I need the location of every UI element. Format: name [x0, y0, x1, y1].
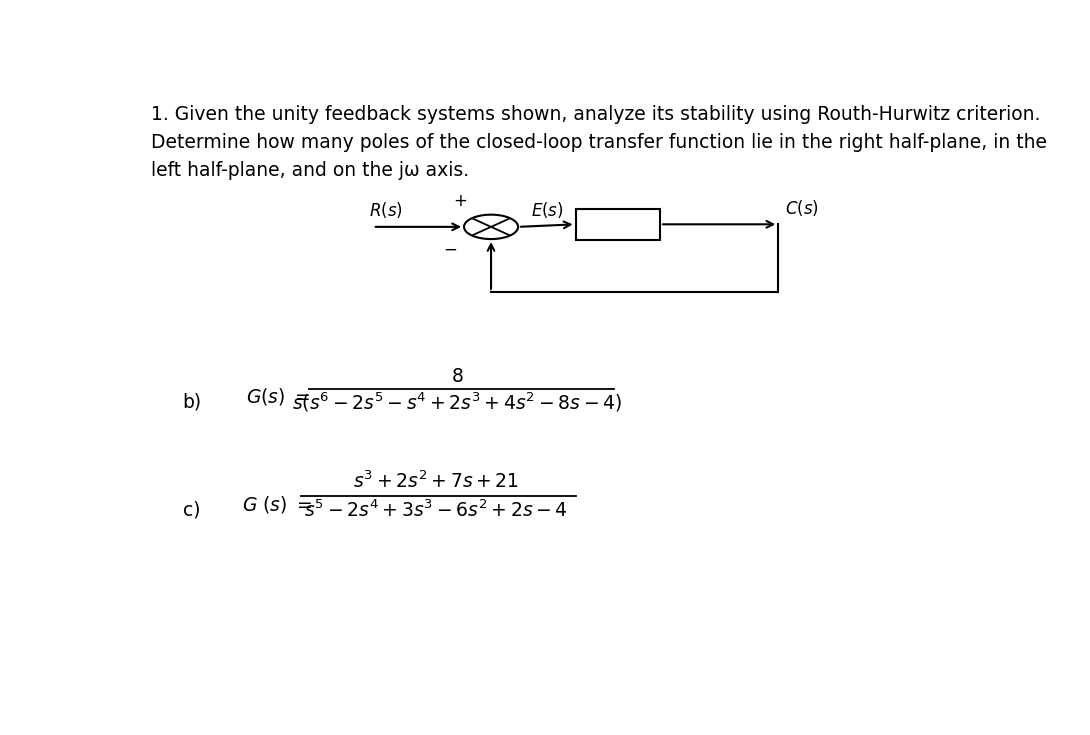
Text: c): c) — [183, 501, 201, 520]
Text: $s^3 + 2s^2 + 7s + 21$: $s^3 + 2s^2 + 7s + 21$ — [353, 471, 519, 492]
Text: b): b) — [183, 392, 202, 412]
Text: $\mathit{G}\ \mathit{(s)}\ =$: $\mathit{G}\ \mathit{(s)}\ =$ — [242, 494, 313, 514]
Text: $\mathit{G(s)}$: $\mathit{G(s)}$ — [598, 215, 637, 234]
Text: −: − — [444, 240, 458, 258]
Text: $s^5 - 2s^4 + 3s^3 - 6s^2 + 2s - 4$: $s^5 - 2s^4 + 3s^3 - 6s^2 + 2s - 4$ — [304, 499, 568, 520]
Text: 1. Given the unity feedback systems shown, analyze its stability using Routh-Hur: 1. Given the unity feedback systems show… — [152, 105, 1047, 180]
Text: $\mathbf{\mathit{C(s)}}$: $\mathbf{\mathit{C(s)}}$ — [785, 198, 819, 218]
Text: $\mathbf{\mathit{E(s)}}$: $\mathbf{\mathit{E(s)}}$ — [531, 200, 564, 220]
Text: $8$: $8$ — [451, 368, 463, 387]
Text: $\mathit{G(s)}\ =$: $\mathit{G(s)}\ =$ — [246, 386, 311, 407]
Text: $\mathbf{\mathit{R(s)}}$: $\mathbf{\mathit{R(s)}}$ — [368, 200, 402, 220]
Bar — [576, 209, 661, 240]
Text: $s(s^6 - 2s^5 - s^4 + 2s^3 + 4s^2 - 8s - 4)$: $s(s^6 - 2s^5 - s^4 + 2s^3 + 4s^2 - 8s -… — [292, 390, 622, 414]
Text: +: + — [453, 192, 468, 210]
